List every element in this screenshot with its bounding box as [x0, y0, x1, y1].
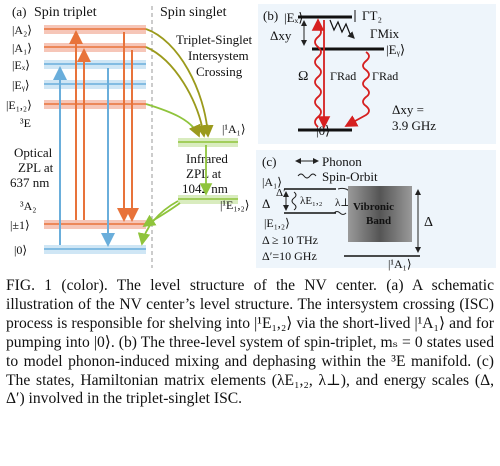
- optical-zpl-1: Optical: [14, 145, 53, 160]
- lambda-perp-wave: [333, 211, 347, 215]
- delta-xy-value-2: 3.9 GHz: [392, 118, 436, 133]
- label-c-E12: |E₁,₂⟩: [264, 216, 290, 230]
- label-A2: |A₂⟩: [12, 23, 32, 37]
- delta-value: Δ ≥ 10 THz: [262, 233, 318, 247]
- label-E12: |E₁,₂⟩: [6, 98, 32, 112]
- label-c-lambda-perp: λ⊥: [335, 197, 351, 209]
- gamma-mix-arrow: [329, 19, 355, 39]
- label-pm1: |±1⟩: [10, 218, 30, 232]
- gamma-rad-label-2: ΓRad: [372, 69, 398, 83]
- label-A1: |A₁⟩: [12, 41, 32, 55]
- label-b-Ex: |Eₓ⟩: [284, 10, 303, 25]
- lambda-e-wave: [291, 191, 297, 211]
- isc-curve-A2: [145, 28, 214, 138]
- figure-nv-level-structure: (a) Spin triplet Spin singlet |A₂⟩ |A₁⟩ …: [6, 4, 496, 271]
- caption-text: FIG. 1 (color). The level structure of t…: [6, 277, 494, 408]
- panel-a: (a) Spin triplet Spin singlet |A₂⟩ |A₁⟩ …: [6, 4, 252, 268]
- label-Ey: |Eᵧ⟩: [12, 78, 30, 92]
- delta-xy-value-1: Δxy =: [392, 102, 424, 117]
- legend-phonon: Phonon: [322, 154, 362, 169]
- label-c-A1: |A₁⟩: [262, 175, 282, 189]
- label-c-delta-prime: Δ′: [276, 187, 285, 199]
- label-c-delta-right: Δ: [424, 215, 433, 230]
- panel-c-label: (c): [262, 154, 276, 169]
- panel-b-background: [258, 4, 496, 144]
- spin-triplet-header: Spin triplet: [34, 5, 97, 20]
- isc-curve-E12: [145, 103, 201, 138]
- infrared-zpl-2: ZPL at: [186, 166, 222, 181]
- omega-drive-arrow: [311, 18, 325, 128]
- gamma-rad-label-1: ΓRad: [330, 69, 356, 83]
- vibronic-band-label-2: Band: [366, 215, 391, 227]
- label-singlet-A1: |¹A₁⟩: [222, 122, 246, 136]
- label-zero: |0⟩: [14, 243, 27, 257]
- panel-b-label: (b): [263, 8, 278, 23]
- panel-b: (b) |Eₓ⟩ |Eᵧ⟩ |0⟩ ΓT₂ ΓMix Δxy Ω ΓRad ΓR…: [258, 4, 496, 144]
- infrared-zpl-1: Infrared: [186, 151, 228, 166]
- vibronic-band: [348, 186, 412, 242]
- label-b-zero: |0⟩: [316, 123, 330, 138]
- label-b-Ey: |Eᵧ⟩: [386, 42, 405, 58]
- optical-zpl-3: 637 nm: [10, 175, 49, 190]
- optical-zpl-2: ZPL at: [18, 160, 54, 175]
- delta-prime-value: Δ′=10 GHz: [262, 249, 317, 263]
- figure-caption: FIG. 1 (color). The level structure of t…: [6, 277, 494, 409]
- gamma-mix: ΓMix: [370, 26, 400, 41]
- panel-a-label: (a): [12, 4, 26, 19]
- legend-spin-orbit-wave: [297, 173, 317, 179]
- label-triplet-A2: ³A₂: [20, 199, 36, 213]
- delta-xy-label: Δxy: [270, 28, 292, 43]
- label-c-lambda-e: λE₁,₂: [300, 195, 323, 207]
- legend-spin-orbit: Spin-Orbit: [322, 169, 378, 184]
- isc-label-3: Crossing: [196, 64, 243, 79]
- omega-label: Ω: [298, 69, 308, 84]
- label-triplet-E: ³E: [20, 116, 31, 130]
- label-Ex: |Eₓ⟩: [12, 58, 30, 72]
- isc-label-1: Triplet-Singlet: [176, 32, 252, 47]
- infrared-zpl-3: 1042 nm: [182, 181, 228, 196]
- gamma-t2: ΓT₂: [362, 8, 382, 23]
- spin-singlet-header: Spin singlet: [160, 5, 227, 20]
- isc-label-2: Intersystem: [188, 48, 249, 63]
- panel-c: (c) Phonon Spin-Orbit |A₁⟩ |E₁,₂⟩ Δ Δ′ λ…: [256, 150, 496, 271]
- label-singlet-E12: |¹E₁,₂⟩: [220, 198, 249, 212]
- vibronic-band-label-1: Vibronic: [353, 201, 394, 213]
- label-c-singlet-A1: |¹A₁⟩: [388, 257, 412, 271]
- isc-curve-to-pm1: [142, 202, 181, 227]
- gamma-rad-arrow-2: [344, 51, 370, 127]
- label-c-delta: Δ: [262, 196, 270, 211]
- isc-curve-A1: [145, 46, 209, 138]
